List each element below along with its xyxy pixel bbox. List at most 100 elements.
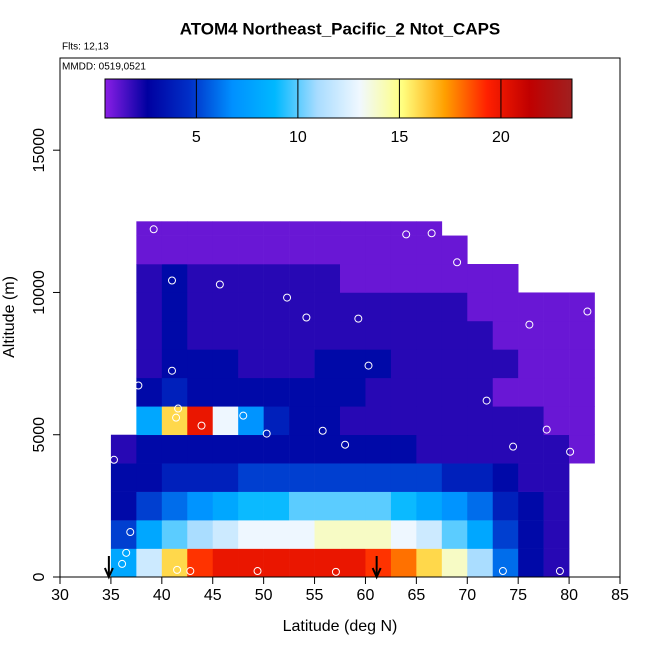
heatmap-cell	[161, 491, 188, 521]
heatmap-cell	[543, 520, 570, 549]
flight-point	[498, 567, 507, 576]
heatmap-cell	[187, 520, 214, 549]
heatmap-cell	[518, 406, 544, 436]
heatmap-cell	[543, 434, 570, 464]
heatmap-cell	[416, 463, 443, 492]
heatmap-cell	[212, 491, 239, 521]
heatmap-cell	[390, 221, 417, 236]
heatmap-cell	[187, 320, 214, 350]
heatmap-cell	[263, 320, 290, 350]
heatmap-cell	[340, 221, 366, 236]
heatmap-cell	[467, 377, 494, 407]
flight-point	[197, 421, 206, 430]
heatmap-cell	[161, 320, 188, 350]
heatmap-cell	[340, 520, 366, 549]
x-tick-label: 30	[51, 587, 69, 604]
heatmap-cell	[390, 548, 417, 578]
heatmap-cell	[416, 349, 443, 379]
heatmap-cell	[390, 320, 417, 350]
flight-point	[509, 442, 518, 451]
flight-point	[453, 258, 462, 267]
heatmap-cell	[390, 377, 417, 407]
heatmap-cell	[340, 377, 366, 407]
flight-point	[134, 381, 143, 390]
heatmap-cell	[161, 520, 188, 549]
heatmap-cell	[492, 320, 519, 350]
colorbar-tick-label: 10	[289, 129, 307, 146]
flight-point	[109, 455, 118, 464]
flight-point	[341, 440, 350, 449]
heatmap-cell	[441, 264, 468, 293]
heatmap-cell	[441, 377, 468, 407]
heatmap-cell	[390, 349, 417, 379]
heatmap-cell	[289, 491, 315, 521]
heatmap-cell	[467, 264, 494, 293]
heatmap-cell	[289, 349, 315, 379]
heatmap-cell	[238, 491, 264, 521]
heatmap-cell	[314, 320, 341, 350]
heatmap-cell	[390, 292, 417, 322]
flight-point	[525, 320, 534, 329]
flight-point	[122, 548, 131, 557]
heatmap-cell	[314, 406, 341, 436]
heatmap-cell	[492, 406, 519, 436]
flight-point	[302, 313, 311, 322]
heatmap-cell	[390, 463, 417, 492]
heatmap-cell	[136, 349, 163, 379]
heatmap-cell	[416, 434, 443, 464]
flight-point	[331, 567, 340, 576]
heatmap-cell	[187, 377, 214, 407]
heatmap-cell	[416, 292, 443, 322]
heatmap-cell	[314, 377, 341, 407]
heatmap-cell	[263, 221, 290, 236]
flight-point	[118, 559, 127, 568]
flight-point	[186, 567, 195, 576]
heatmap-cell	[365, 406, 392, 436]
heatmap-cell	[289, 463, 315, 492]
heatmap-cell	[187, 292, 214, 322]
heatmap-cell	[340, 491, 366, 521]
heatmap-cell	[340, 548, 366, 578]
heatmap-cell	[212, 221, 239, 236]
heatmap-cell	[212, 264, 239, 293]
heatmap-cell	[543, 349, 570, 379]
x-tick-label: 50	[255, 587, 273, 604]
heatmap-cell	[340, 463, 366, 492]
annotation: MMDD: 0519,0521	[62, 62, 146, 73]
heatmap-cell	[136, 520, 163, 549]
x-tick-label: 40	[153, 587, 171, 604]
heatmap-cell	[492, 548, 519, 578]
heatmap-cell	[263, 463, 290, 492]
heatmap-cell	[314, 264, 341, 293]
heatmap-cell	[390, 434, 417, 464]
heatmap-cell	[187, 463, 214, 492]
heatmap-cell	[416, 548, 443, 578]
heatmap-cell	[492, 434, 519, 464]
heatmap-cell	[161, 463, 188, 492]
heatmap-cell	[314, 548, 341, 578]
heatmap-cell	[441, 406, 468, 436]
heatmap-cell	[518, 292, 544, 322]
x-tick-label: 60	[357, 587, 375, 604]
flight-point	[168, 366, 176, 375]
heatmap-cell	[416, 221, 443, 236]
flight-point	[364, 361, 373, 370]
heatmap-cell	[467, 434, 494, 464]
heatmap-cell	[263, 406, 290, 436]
heatmap-cell	[136, 548, 163, 578]
heatmap-cell	[212, 548, 239, 578]
heatmap-cell	[441, 292, 468, 322]
heatmap-cell	[492, 264, 519, 293]
heatmap-cell	[390, 264, 417, 293]
heatmap-cell	[238, 292, 264, 322]
heatmap-cell	[161, 377, 188, 407]
heatmap-cell	[390, 491, 417, 521]
heatmap-cell	[365, 377, 392, 407]
heatmap-cell	[314, 434, 341, 464]
flight-point	[174, 404, 183, 413]
heatmap-cell	[543, 491, 570, 521]
heatmap-cell	[416, 520, 443, 549]
heatmap-cell	[263, 235, 290, 265]
heatmap-cell	[543, 292, 570, 322]
heatmap-cell	[314, 221, 341, 236]
